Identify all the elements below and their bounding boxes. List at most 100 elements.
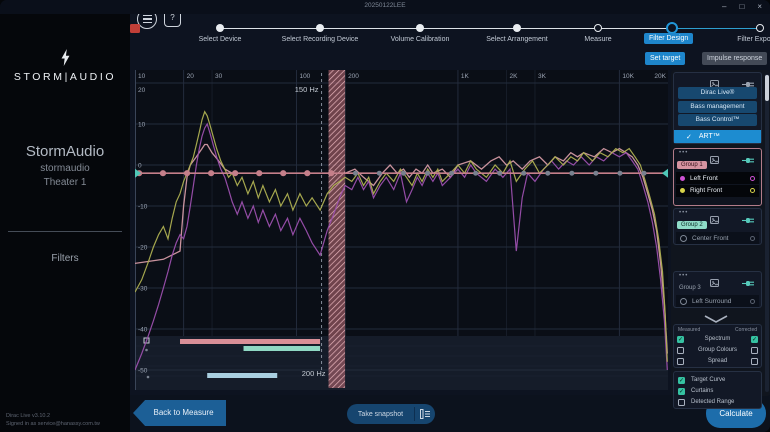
target-handle[interactable] — [425, 170, 431, 176]
take-snapshot-button[interactable]: Take snapshot — [347, 404, 435, 424]
back-to-measure-button[interactable]: Back to Measure — [133, 400, 226, 426]
y-tick-label: 20 — [138, 87, 146, 94]
step-dot-done[interactable] — [216, 24, 224, 32]
channel-select-ring[interactable] — [750, 188, 755, 193]
modules-card: Dirac Live® Bass management Bass Control™ ✓… — [673, 72, 762, 144]
snapshot-list-icon[interactable] — [415, 409, 435, 419]
checkbox-measured-unchecked[interactable] — [677, 357, 684, 365]
step-dot-done[interactable] — [513, 24, 521, 32]
step-label-select-arrangement[interactable]: Select Arrangement — [486, 36, 548, 43]
channel-color-dot — [680, 297, 687, 305]
checkbox-corrected-checked[interactable]: ✓ — [751, 335, 758, 343]
legend-row-group-colours: Group Colours — [677, 345, 758, 355]
channel-select-ring[interactable] — [750, 175, 755, 181]
target-handle[interactable] — [641, 170, 647, 176]
curtain-top-label: 150 Hz — [295, 85, 319, 94]
target-handle[interactable] — [617, 170, 623, 176]
module-button-bass-control-[interactable]: Bass Control™ — [678, 114, 757, 126]
y-tick-label: -50 — [138, 368, 148, 375]
step-dot-open[interactable] — [594, 24, 602, 32]
target-handle[interactable] — [183, 170, 191, 177]
group-card-1: ••• Group 1 Left Front Right Front — [673, 148, 762, 206]
step-label-measure[interactable]: Measure — [584, 36, 612, 43]
more-options-icon[interactable]: ••• — [679, 273, 689, 279]
checkbox-unchecked[interactable] — [678, 398, 685, 406]
step-label-select-recording-device[interactable]: Select Recording Device — [281, 36, 359, 43]
close-icon[interactable]: × — [757, 2, 762, 11]
legend-col-corrected: Corrected — [735, 327, 757, 333]
target-handle[interactable] — [352, 170, 358, 176]
target-handle[interactable] — [256, 170, 263, 177]
step-label-filter-design[interactable]: Filter Design — [644, 33, 694, 44]
checkbox-checked[interactable]: ✓ — [678, 376, 685, 384]
sidebar-item-filters[interactable]: Filters — [51, 253, 79, 264]
curve-left-front-spectrum — [135, 122, 668, 371]
target-handle[interactable] — [328, 170, 335, 177]
more-options-icon[interactable]: ••• — [679, 210, 689, 216]
target-handle[interactable] — [473, 170, 479, 176]
target-handle[interactable] — [521, 170, 527, 176]
target-left-edge-handle — [135, 168, 141, 178]
curtain-band[interactable] — [328, 70, 346, 388]
module-button-bass-management[interactable]: Bass management — [678, 100, 757, 113]
range-handle-square — [143, 337, 150, 344]
checkbox-measured-unchecked[interactable] — [677, 346, 684, 354]
maximize-icon[interactable]: □ — [739, 2, 745, 11]
connector-icon[interactable] — [742, 274, 755, 292]
step-dot-open[interactable] — [756, 24, 764, 32]
target-handle[interactable] — [593, 170, 599, 176]
connector-icon[interactable] — [742, 211, 755, 229]
measured-range-bar — [180, 339, 321, 344]
target-handle[interactable] — [569, 170, 575, 176]
display-options-card: ✓ Target Curve ✓ Curtains Detected Range — [673, 371, 762, 409]
subtab-impulse-response[interactable]: Impulse response — [702, 52, 768, 65]
legend-card: Measured Corrected ✓ Spectrum ✓ Group Colours… — [673, 324, 762, 368]
target-handle[interactable] — [545, 170, 551, 176]
target-handle[interactable] — [400, 170, 406, 176]
checkbox-measured-checked[interactable]: ✓ — [677, 335, 684, 343]
target-handle[interactable] — [497, 170, 503, 176]
channel-item-center-front[interactable]: Center Front — [676, 232, 759, 244]
range-handle-dot — [145, 348, 148, 352]
channel-item-left-surround[interactable]: Left Surround — [676, 295, 759, 307]
step-label-select-device[interactable]: Select Device — [198, 36, 242, 43]
connector-icon[interactable] — [742, 75, 755, 93]
channel-item-left-front[interactable]: Left Front — [676, 172, 759, 184]
x-tick-label: 100 — [299, 73, 310, 80]
image-icon — [710, 211, 719, 229]
channel-select-ring[interactable] — [750, 298, 755, 304]
channel-color-dot — [680, 175, 685, 181]
subtab-set-target[interactable]: Set target — [645, 52, 686, 65]
image-icon — [710, 274, 719, 292]
minimize-icon[interactable]: – — [722, 2, 727, 11]
group-title: Group 3 — [679, 285, 701, 291]
frequency-response-chart[interactable]: 10 20 30 100 200 1K 2K 3K 10K 20K20100-10-20-30-4… — [135, 70, 668, 390]
title-bar: 20250122LEE — [0, 0, 770, 14]
channel-select-ring[interactable] — [750, 235, 755, 241]
checkbox-corrected-unchecked[interactable] — [751, 357, 758, 365]
step-label-volume-calibration[interactable]: Volume Calibration — [390, 36, 450, 43]
art-toggle[interactable]: ✓ ART™ — [674, 130, 761, 143]
connector-icon[interactable] — [742, 151, 755, 169]
target-handle[interactable] — [207, 170, 215, 177]
right-panel: Dirac Live® Bass management Bass Control™ ✓… — [671, 70, 770, 409]
panel-scrollbar-thumb[interactable] — [765, 75, 769, 101]
checkbox-corrected-unchecked[interactable] — [751, 346, 758, 354]
window-title: 20250122LEE — [364, 2, 406, 9]
scroll-down-chevron-icon[interactable] — [701, 311, 731, 323]
target-handle[interactable] — [449, 170, 455, 176]
target-handle[interactable] — [376, 170, 382, 176]
checkbox-checked[interactable]: ✓ — [678, 387, 685, 395]
target-handle[interactable] — [280, 170, 287, 177]
target-handle[interactable] — [159, 170, 167, 177]
step-label-filter-export[interactable]: Filter Export — [737, 36, 770, 43]
step-dot-done[interactable] — [416, 24, 424, 32]
module-button-dirac-live-[interactable]: Dirac Live® — [678, 87, 757, 99]
channel-item-right-front[interactable]: Right Front — [676, 184, 759, 197]
step-dot-done[interactable] — [316, 24, 324, 32]
target-handle[interactable] — [304, 170, 311, 177]
target-handle[interactable] — [232, 170, 239, 177]
more-options-icon[interactable]: ••• — [679, 150, 689, 156]
x-tick-label: 3K — [538, 73, 547, 80]
y-tick-label: -40 — [138, 327, 148, 334]
